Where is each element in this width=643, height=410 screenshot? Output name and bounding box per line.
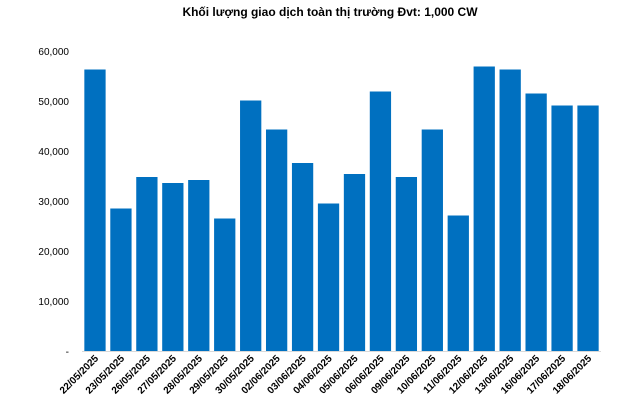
- bar: [317, 203, 340, 351]
- bar: [447, 215, 469, 351]
- y-tick-label: 30,000: [38, 197, 69, 208]
- bar: [369, 91, 392, 351]
- bar: [577, 105, 599, 351]
- bar: [291, 163, 314, 351]
- bar: [136, 177, 158, 351]
- bar: [110, 208, 132, 351]
- bar: [188, 180, 210, 351]
- y-tick-label: 60,000: [38, 47, 69, 58]
- x-axis: 22/05/202523/05/202526/05/202527/05/2025…: [58, 351, 601, 397]
- y-tick-label: -: [66, 347, 69, 358]
- bar: [525, 93, 547, 351]
- bar: [421, 129, 443, 351]
- bar: [214, 218, 236, 351]
- y-tick-label: 40,000: [38, 147, 69, 158]
- bar: [473, 66, 495, 351]
- y-tick-label: 20,000: [38, 247, 69, 258]
- bar: [395, 177, 418, 351]
- y-tick-label: 50,000: [38, 97, 69, 108]
- bar: [265, 129, 288, 351]
- bar: [84, 69, 106, 351]
- bar: [499, 69, 521, 351]
- bar: [162, 183, 184, 351]
- bars: [84, 66, 599, 351]
- bar: [343, 174, 366, 351]
- chart-title: Khối lượng giao dịch toàn thị trường Đvt…: [182, 5, 478, 19]
- bar: [551, 105, 573, 351]
- y-axis: - 10,000 20,000 30,000 40,000 50,000 60,000: [38, 47, 69, 358]
- bar: [240, 100, 262, 351]
- y-tick-label: 10,000: [38, 297, 69, 308]
